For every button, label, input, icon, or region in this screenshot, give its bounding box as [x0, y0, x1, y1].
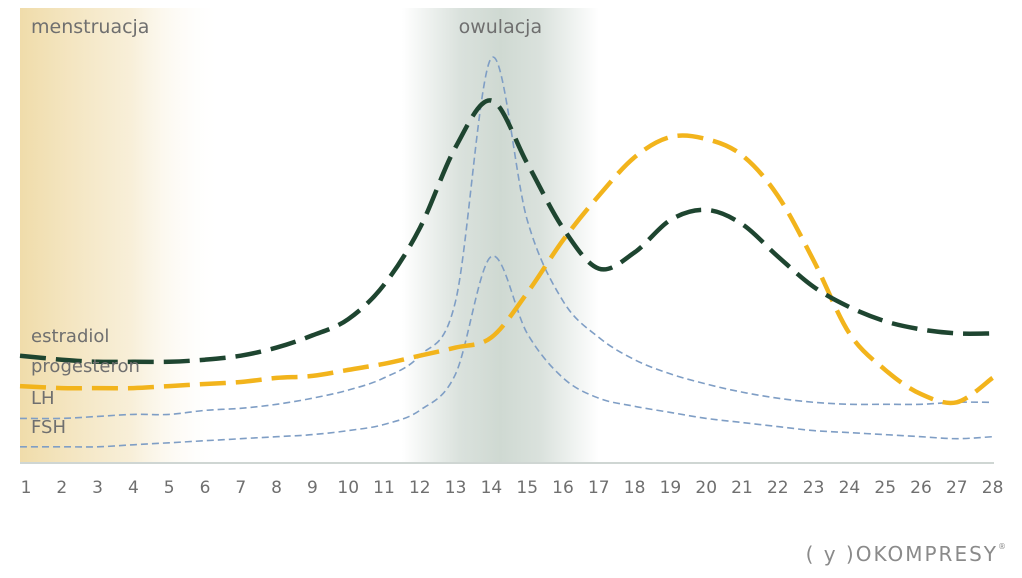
x-tick-label: 11 — [373, 478, 395, 498]
x-tick-label: 4 — [128, 478, 139, 498]
x-tick-label: 18 — [624, 478, 646, 498]
x-tick-label: 21 — [731, 478, 753, 498]
x-tick-label: 9 — [307, 478, 318, 498]
x-tick-label: 27 — [946, 478, 968, 498]
x-tick-label: 6 — [200, 478, 211, 498]
x-tick-label: 2 — [56, 478, 67, 498]
series-line-lh — [19, 56, 993, 420]
series-line-fsh — [19, 255, 993, 448]
x-tick-label: 19 — [660, 478, 682, 498]
x-tick-label: 17 — [588, 478, 610, 498]
series-label-estradiol: estradiol — [31, 325, 110, 347]
x-tick-label: 8 — [271, 478, 282, 498]
x-tick-label: 7 — [235, 478, 246, 498]
x-tick-label: 24 — [839, 478, 861, 498]
x-tick-label: 15 — [516, 478, 538, 498]
x-tick-label: 23 — [803, 478, 825, 498]
x-tick-label: 12 — [409, 478, 431, 498]
series-line-progesteron — [19, 133, 994, 406]
x-tick-label: 28 — [982, 478, 1004, 498]
x-tick-label: 25 — [874, 478, 896, 498]
x-tick-label: 1 — [21, 478, 32, 498]
series-label-progesteron: progesteron — [31, 356, 140, 378]
x-tick-label: 14 — [481, 478, 503, 498]
series-line-estradiol — [19, 98, 993, 365]
series-label-fsh: FSH — [31, 416, 66, 438]
x-tick-label: 16 — [552, 478, 574, 498]
x-tick-label: 26 — [910, 478, 932, 498]
region-label-owulacja: owulacja — [458, 16, 543, 38]
series-label-lh: LH — [31, 388, 55, 410]
x-tick-label: 22 — [767, 478, 789, 498]
x-tick-label: 20 — [695, 478, 717, 498]
region-label-menstruacja: menstruacja — [31, 16, 150, 38]
brand-registered-mark: ® — [998, 542, 1008, 551]
brand-logo: ( y )OKOMPRESY® — [806, 542, 1008, 566]
brand-text: ( y )OKOMPRESY — [805, 542, 998, 566]
x-tick-label: 3 — [92, 478, 103, 498]
x-tick-label: 10 — [337, 478, 359, 498]
x-tick-label: 13 — [445, 478, 467, 498]
x-tick-label: 5 — [164, 478, 175, 498]
